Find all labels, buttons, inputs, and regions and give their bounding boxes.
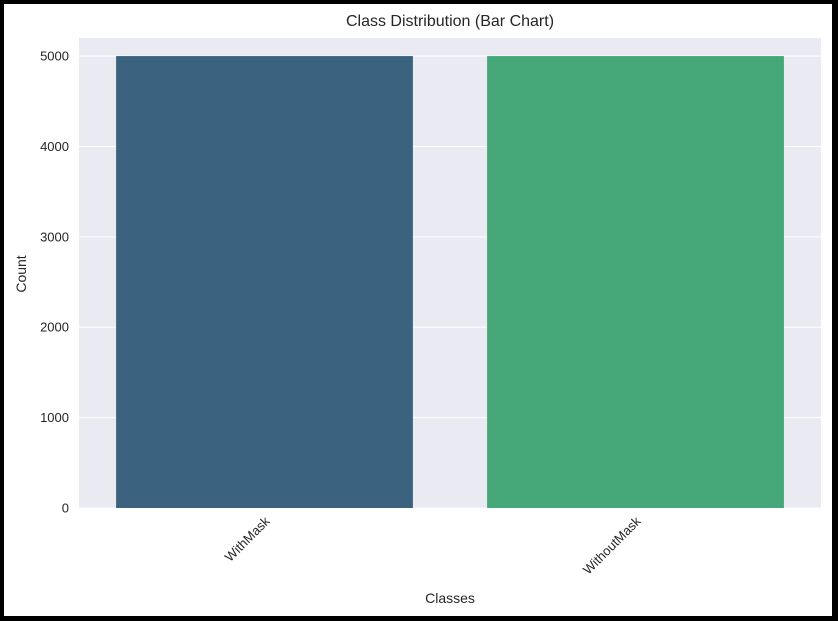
y-tick-label: 4000 — [40, 139, 69, 154]
y-axis-label: Count — [13, 255, 29, 292]
x-tick-label: WithoutMask — [580, 513, 644, 577]
bars — [116, 56, 784, 508]
figure-frame: Class Distribution (Bar Chart) 0 1000 2000… — [4, 4, 832, 616]
bar-withmask — [116, 56, 413, 508]
y-tick-label: 5000 — [40, 49, 69, 64]
x-tick-label: WithMask — [222, 513, 273, 564]
y-axis-ticks: 0 1000 2000 3000 4000 5000 — [40, 49, 69, 516]
y-tick-label: 2000 — [40, 320, 69, 335]
bar-withoutmask — [487, 56, 784, 508]
y-tick-label: 0 — [62, 501, 69, 516]
y-tick-label: 3000 — [40, 229, 69, 244]
chart-title: Class Distribution (Bar Chart) — [346, 13, 554, 30]
y-tick-label: 1000 — [40, 410, 69, 425]
x-axis-label: Classes — [425, 590, 475, 606]
x-axis-ticks: WithMask WithoutMask — [222, 513, 644, 577]
bar-chart: Class Distribution (Bar Chart) 0 1000 2000… — [13, 13, 821, 606]
